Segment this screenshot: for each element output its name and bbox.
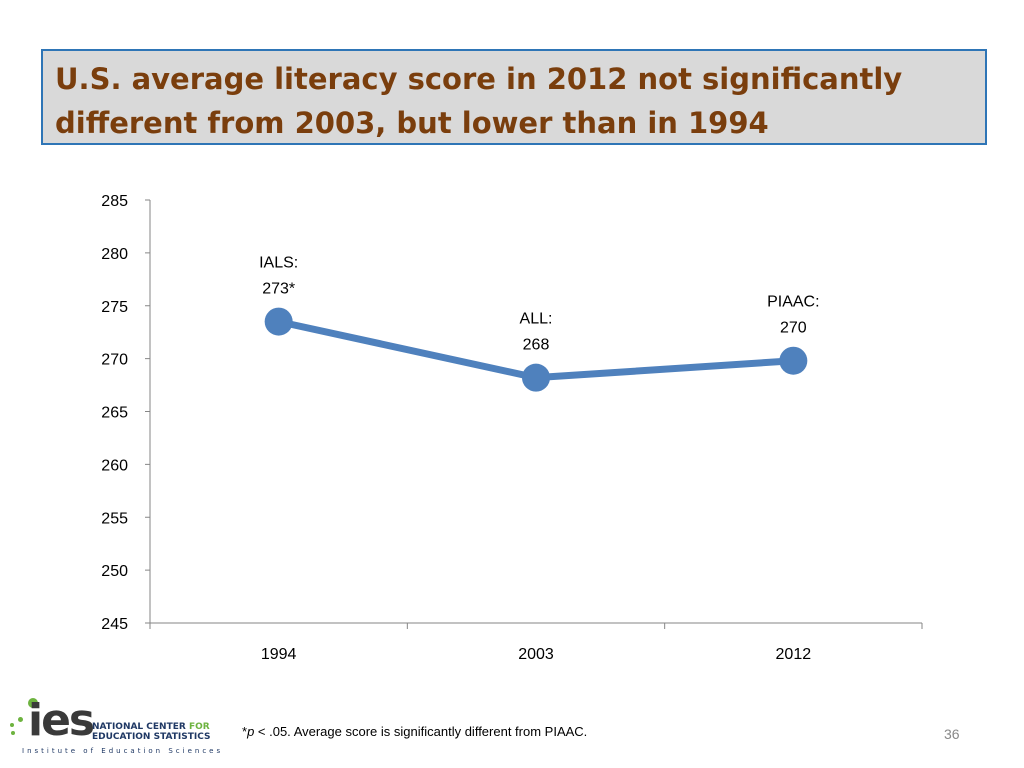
slide-title-line-1: U.S. average literacy score in 2012 not …	[55, 62, 903, 96]
y-tick-label: 265	[101, 405, 128, 422]
y-tick-label: 285	[101, 193, 128, 210]
y-tick-label: 260	[101, 457, 128, 474]
logo-institute-text: Institute of Education Sciences	[22, 747, 224, 755]
data-label: ALL:	[520, 311, 553, 328]
slide-title-box: U.S. average literacy score in 2012 not …	[41, 49, 987, 145]
data-label: 270	[780, 320, 807, 337]
data-point	[264, 307, 293, 336]
x-tick-label: 1994	[261, 646, 297, 663]
data-label: PIAAC:	[767, 294, 819, 311]
y-tick-label: 275	[101, 299, 128, 316]
y-tick-label: 270	[101, 352, 128, 369]
y-tick-label: 245	[101, 616, 128, 633]
data-point	[779, 346, 808, 375]
slide-title-line-2: different from 2003, but lower than in 1…	[55, 106, 769, 140]
ies-nces-logo: ies NATIONAL CENTER FOR EDUCATION STATIS…	[8, 695, 220, 759]
logo-nces-text: NATIONAL CENTER FOR EDUCATION STATISTICS	[92, 722, 211, 742]
x-tick-label: 2012	[776, 646, 812, 663]
slide-title: U.S. average literacy score in 2012 not …	[55, 57, 965, 145]
footnote: *p < .05. Average score is significantly…	[242, 724, 588, 739]
data-label: 273*	[262, 281, 295, 298]
logo-ies-text: ies	[28, 695, 95, 746]
y-tick-label: 255	[101, 510, 128, 527]
y-tick-label: 280	[101, 246, 128, 263]
data-label: IALS:	[259, 255, 298, 272]
data-label: 268	[523, 337, 550, 354]
data-point	[522, 363, 550, 392]
x-tick-label: 2003	[518, 646, 554, 663]
page-number: 36	[944, 726, 960, 742]
y-tick-label: 250	[101, 563, 128, 580]
